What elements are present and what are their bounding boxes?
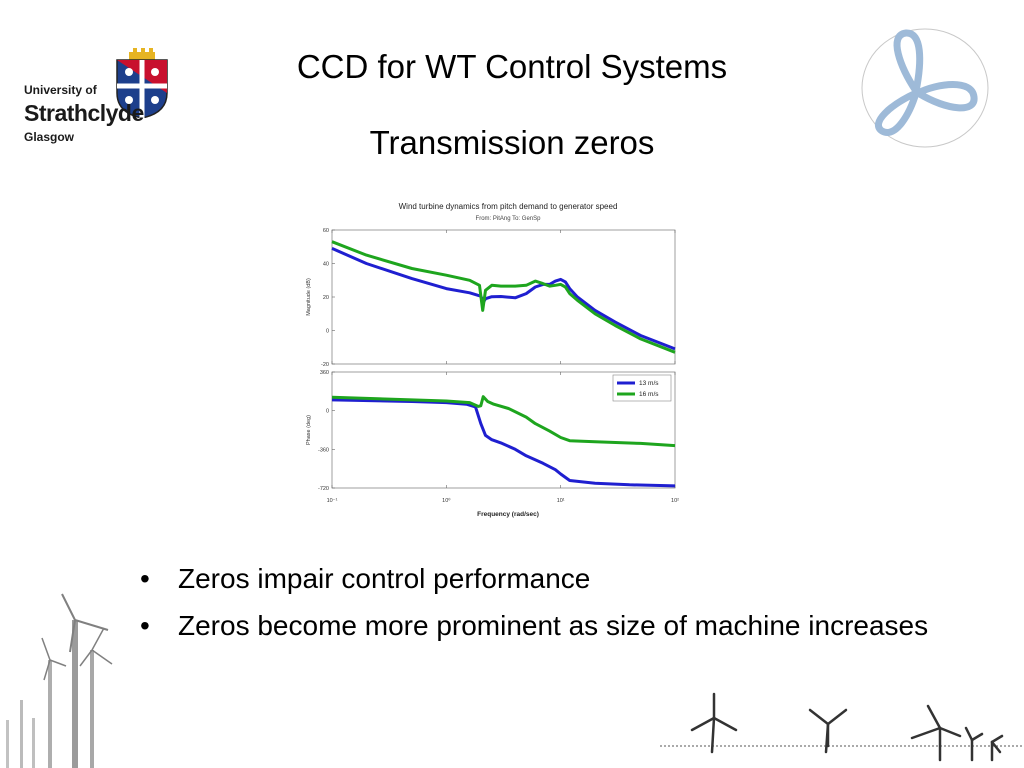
- series-line-13-m-s: [331, 247, 676, 351]
- turbines-left-graphic: [6, 593, 113, 768]
- y-tick-label: 60: [323, 228, 329, 234]
- y-tick-label: 20: [323, 295, 329, 301]
- wind-emblem-icon: [861, 28, 989, 148]
- bullet-dot-icon: •: [140, 610, 150, 641]
- slide-subtitle: Transmission zeros: [369, 124, 655, 161]
- bullet-item: • Zeros impair control performance: [140, 562, 980, 595]
- x-tick-label: 10¹: [557, 498, 565, 504]
- series-line-16-m-s: [331, 240, 676, 354]
- logo-line1: University of: [24, 83, 97, 97]
- y-tick-label: -20: [321, 362, 329, 368]
- x-axis-label: Frequency (rad/sec): [477, 511, 539, 518]
- legend-label: 16 m/s: [639, 391, 659, 398]
- chart-subtitle: From: PitAng To: GenSp: [476, 216, 542, 222]
- y-tick-label: 40: [323, 262, 329, 268]
- bullet-dot-icon: •: [140, 563, 150, 594]
- bullet-list: • Zeros impair control performance • Zeros…: [140, 562, 980, 656]
- bode-plot-svg: Wind turbine dynamics from pitch demand …: [306, 202, 679, 518]
- university-logo: University of Strathclyde Glasgow: [22, 48, 172, 148]
- y-tick-label: -720: [318, 486, 329, 492]
- y-tick-label: 0: [326, 409, 329, 415]
- university-shield-icon: [116, 48, 168, 118]
- bode-chart: Wind turbine dynamics from pitch demand …: [300, 194, 692, 520]
- series-line-16-m-s: [331, 395, 676, 448]
- x-tick-label: 10⁰: [442, 497, 451, 504]
- y-tick-label: 0: [326, 329, 329, 335]
- plot-frame: [331, 371, 676, 489]
- bullet-text: Zeros impair control performance: [178, 563, 591, 594]
- bullet-item: • Zeros become more prominent as size of …: [140, 609, 980, 642]
- logo-line2: Strathclyde: [24, 100, 144, 126]
- logo-line3: Glasgow: [24, 130, 75, 144]
- x-tick-label: 10²: [671, 498, 679, 504]
- series-line-13-m-s: [331, 398, 676, 488]
- x-tick-label: 10⁻¹: [327, 498, 338, 504]
- y-axis-label: Magnitude (dB): [306, 278, 312, 316]
- legend-label: 13 m/s: [639, 380, 659, 387]
- chart-title: Wind turbine dynamics from pitch demand …: [399, 202, 618, 211]
- y-axis-label: Phase (deg): [306, 415, 312, 445]
- legend-box: [612, 374, 672, 402]
- bullet-text: Zeros become more prominent as size of m…: [178, 610, 929, 641]
- y-tick-label: 360: [320, 370, 329, 376]
- y-tick-label: -360: [318, 447, 329, 453]
- turbines-right-graphic: [660, 692, 1024, 762]
- slide-title: CCD for WT Control Systems: [296, 48, 728, 85]
